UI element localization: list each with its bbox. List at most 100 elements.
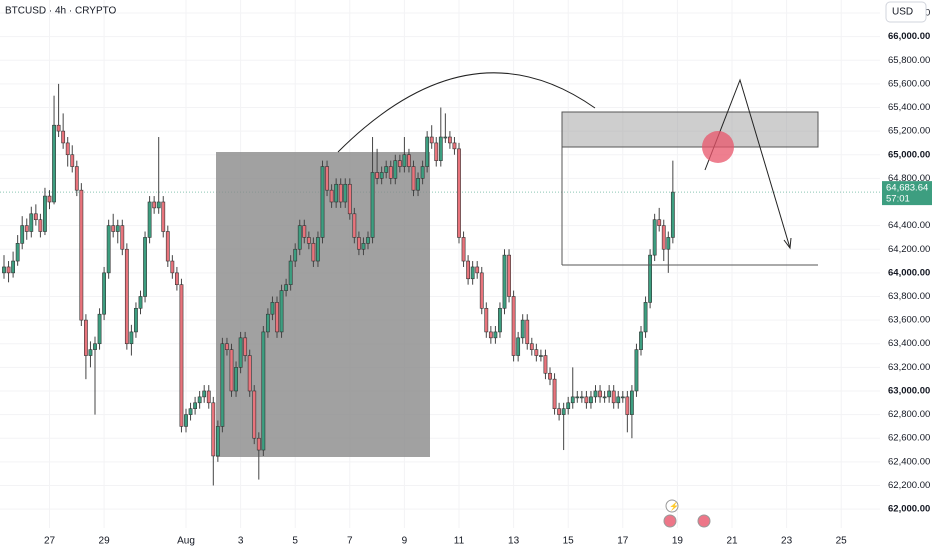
y-tick-label: 62,200.00 xyxy=(888,480,930,491)
candle-body xyxy=(70,154,75,167)
x-tick-label: 25 xyxy=(836,536,848,547)
candle-body xyxy=(589,396,593,404)
candle-body xyxy=(629,390,634,415)
candle-body xyxy=(202,390,207,398)
candle-body xyxy=(602,396,607,399)
price-tag-countdown: 57:01 xyxy=(886,194,910,205)
candle-body xyxy=(252,390,257,439)
candle-body xyxy=(43,195,47,232)
y-tick-label: 65,200.00 xyxy=(888,126,930,137)
x-axis: 27 29 Aug 3 5 7 9 11 13 15 17 19 21 23 25 xyxy=(44,536,847,547)
candle-body xyxy=(411,166,416,191)
candle-body xyxy=(484,307,489,333)
candle-body xyxy=(475,266,480,274)
x-tick-label: 27 xyxy=(44,536,56,547)
flag-icon[interactable] xyxy=(663,514,677,528)
candle-body xyxy=(625,396,630,415)
candle-body xyxy=(152,201,157,209)
candle-body xyxy=(534,349,539,356)
flag-icon[interactable] xyxy=(697,514,711,528)
candle-body xyxy=(634,349,639,392)
candle-body xyxy=(316,237,320,262)
arc-drawing xyxy=(337,72,596,153)
candle-body xyxy=(306,237,311,244)
currency-label[interactable]: USD xyxy=(892,7,913,18)
x-tick-label: 7 xyxy=(347,536,353,547)
y-tick-label: 63,600.00 xyxy=(888,315,930,326)
candle-body xyxy=(138,296,143,309)
x-tick-label: 5 xyxy=(292,536,298,547)
candle-body xyxy=(147,201,152,238)
candle-body xyxy=(520,319,525,339)
y-tick-label: 63,400.00 xyxy=(888,338,930,349)
candles xyxy=(2,83,675,486)
candle-body xyxy=(243,337,248,356)
candle-body xyxy=(229,349,234,392)
y-tick-label: 63,000.00 xyxy=(888,385,930,396)
candle-body xyxy=(193,402,198,409)
candle-body xyxy=(65,142,70,156)
y-tick-label: 62,600.00 xyxy=(888,433,930,444)
candle-body xyxy=(206,390,211,404)
x-tick-label: 19 xyxy=(672,536,684,547)
y-axis: 62,000.00 62,200.00 62,400.00 62,600.00 62,8… xyxy=(882,8,932,515)
candle-body xyxy=(470,266,475,280)
resistance-zone xyxy=(561,111,819,148)
candle-body xyxy=(652,219,657,256)
x-tick-label: 11 xyxy=(454,536,465,547)
y-tick-label: 62,000.00 xyxy=(888,504,930,515)
candle-body xyxy=(370,172,375,238)
candle-body xyxy=(33,213,38,221)
candle-body xyxy=(156,201,161,209)
candle-body xyxy=(288,260,293,285)
event-icon-glyph: ⚡ xyxy=(669,501,679,511)
candle-body xyxy=(616,396,621,404)
y-tick-label: 65,400.00 xyxy=(888,102,930,113)
candle-body xyxy=(325,166,329,191)
y-tick-label: 63,200.00 xyxy=(888,362,930,373)
y-tick-label: 65,000.00 xyxy=(888,149,930,160)
candle-body xyxy=(256,437,261,451)
candle-body xyxy=(429,136,434,144)
x-tick-label: 13 xyxy=(508,536,520,547)
candle-body xyxy=(639,331,643,350)
y-tick-label: 64,200.00 xyxy=(888,244,930,255)
candle-body xyxy=(648,254,653,303)
candle-body xyxy=(416,178,420,191)
candle-body xyxy=(102,272,107,315)
candle-body xyxy=(661,225,666,250)
candle-body xyxy=(447,136,452,144)
event-icon[interactable] xyxy=(665,499,679,513)
candle-body xyxy=(461,237,466,262)
candle-body xyxy=(579,396,584,399)
price-tag-label: 64,683.64 xyxy=(886,183,928,194)
candle-body xyxy=(220,343,225,427)
candle-body xyxy=(320,166,325,238)
candle-body xyxy=(366,237,370,244)
candle-body xyxy=(598,390,602,398)
candle-body xyxy=(425,136,430,167)
candle-body xyxy=(488,331,493,339)
y-tick-label: 62,800.00 xyxy=(888,409,930,420)
arrow-head xyxy=(783,237,792,250)
candle-body xyxy=(361,243,366,250)
candle-body xyxy=(552,378,557,409)
candle-body xyxy=(24,225,29,232)
candle-body xyxy=(670,191,675,238)
candle-body xyxy=(134,307,138,333)
candle-body xyxy=(434,142,439,161)
candle-body xyxy=(111,225,116,232)
candle-body xyxy=(575,396,580,399)
candle-body xyxy=(179,284,184,427)
candle-body xyxy=(238,337,243,368)
highlight-circle xyxy=(702,131,734,163)
candle-body xyxy=(20,225,25,244)
symbol-title: BTCUSD · 4h · CRYPTO xyxy=(5,6,117,17)
candle-body xyxy=(584,396,589,404)
candle-body xyxy=(452,142,457,150)
candle-body xyxy=(11,260,16,274)
currency-button[interactable] xyxy=(885,1,927,23)
candle-body xyxy=(52,124,56,203)
candle-body xyxy=(498,307,502,333)
candle-body xyxy=(61,130,66,144)
